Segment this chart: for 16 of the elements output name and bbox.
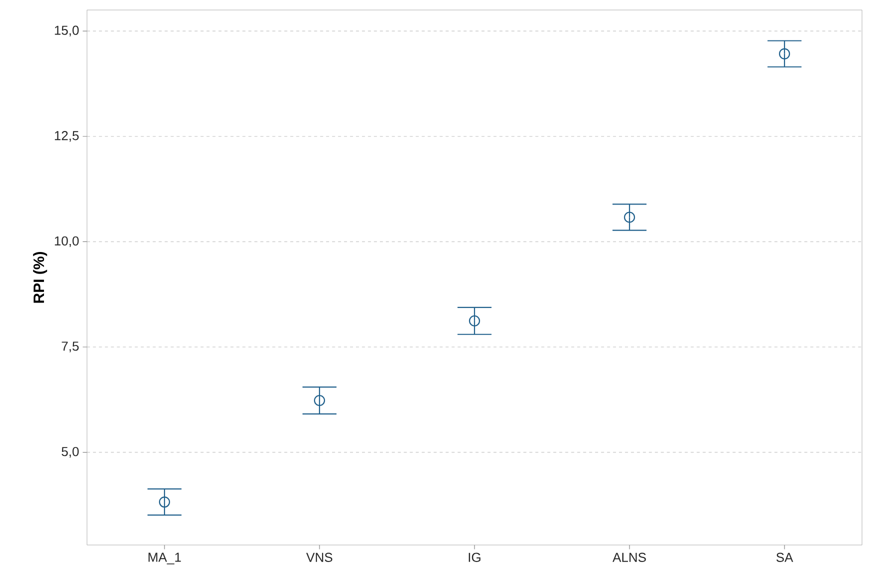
x-tick-label: SA bbox=[776, 552, 794, 562]
point bbox=[624, 212, 636, 223]
y-tick-label: 5,0 bbox=[62, 446, 79, 458]
point bbox=[314, 394, 326, 406]
y-tick-label: 12,5 bbox=[54, 131, 79, 142]
x-tick-label: VNS bbox=[306, 552, 332, 562]
y-axis-title: RPI (%) bbox=[33, 252, 48, 303]
y-tick-label: 15,0 bbox=[54, 26, 79, 36]
y-tick-label: 10,0 bbox=[54, 236, 79, 248]
x-tick-label: IG bbox=[468, 552, 480, 562]
point bbox=[468, 315, 480, 326]
point bbox=[778, 48, 790, 60]
x-tick-label: ALNS bbox=[612, 552, 646, 562]
point bbox=[158, 496, 170, 508]
x-tick-label: MA_1 bbox=[148, 552, 181, 564]
y-tick-label: 7,5 bbox=[62, 342, 79, 352]
